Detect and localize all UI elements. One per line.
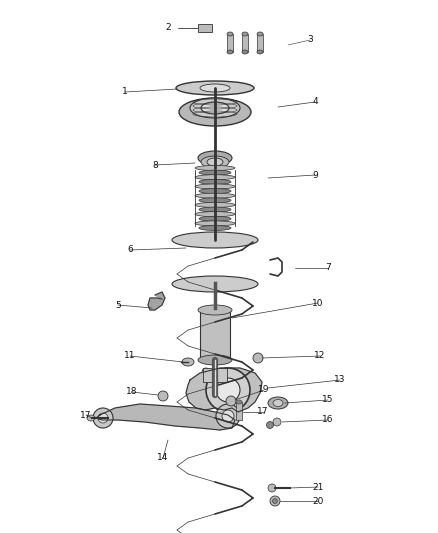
Bar (242, 34, 248, 52)
Circle shape (266, 422, 273, 429)
Ellipse shape (207, 158, 223, 166)
Bar (203, 368, 227, 382)
Text: 7: 7 (325, 263, 331, 272)
Ellipse shape (195, 203, 235, 207)
Ellipse shape (227, 32, 233, 36)
Ellipse shape (257, 32, 263, 36)
Text: 6: 6 (127, 246, 133, 254)
Text: 16: 16 (322, 416, 334, 424)
Ellipse shape (236, 400, 242, 404)
Circle shape (273, 418, 281, 426)
Ellipse shape (199, 216, 231, 221)
Circle shape (93, 408, 113, 428)
Circle shape (226, 396, 236, 406)
Ellipse shape (199, 225, 231, 230)
Text: 12: 12 (314, 351, 326, 360)
Bar (257, 34, 263, 52)
Text: 8: 8 (152, 160, 158, 169)
Circle shape (216, 378, 240, 402)
Text: 21: 21 (312, 482, 324, 491)
Ellipse shape (195, 184, 235, 189)
Ellipse shape (198, 305, 232, 315)
Text: 4: 4 (312, 98, 318, 107)
Circle shape (158, 391, 168, 401)
Text: 17: 17 (80, 410, 92, 419)
Ellipse shape (198, 151, 232, 165)
Ellipse shape (257, 50, 263, 54)
Ellipse shape (182, 358, 194, 366)
Circle shape (272, 498, 278, 504)
Bar (198, 24, 212, 32)
Text: 15: 15 (322, 395, 334, 405)
Circle shape (270, 496, 280, 506)
Circle shape (222, 410, 234, 422)
Circle shape (253, 353, 263, 363)
Bar (200, 310, 230, 360)
Text: 9: 9 (312, 171, 318, 180)
Ellipse shape (199, 207, 231, 212)
Text: 10: 10 (312, 298, 324, 308)
Ellipse shape (87, 415, 95, 421)
Ellipse shape (198, 355, 232, 365)
Circle shape (202, 368, 210, 376)
Ellipse shape (242, 32, 248, 36)
Bar (227, 34, 233, 52)
Circle shape (206, 368, 250, 412)
Ellipse shape (201, 156, 229, 168)
Text: 20: 20 (312, 497, 324, 505)
Text: 13: 13 (334, 376, 346, 384)
Polygon shape (96, 404, 235, 430)
Ellipse shape (172, 276, 258, 292)
Ellipse shape (199, 179, 231, 184)
Polygon shape (186, 368, 262, 412)
Text: 5: 5 (115, 301, 121, 310)
Bar (236, 402, 242, 420)
Text: 18: 18 (126, 387, 138, 397)
Circle shape (268, 484, 276, 492)
Ellipse shape (195, 166, 235, 171)
Ellipse shape (172, 232, 258, 248)
Ellipse shape (199, 170, 231, 175)
Text: 14: 14 (157, 454, 169, 463)
Text: 1: 1 (122, 87, 128, 96)
Ellipse shape (195, 193, 235, 198)
Ellipse shape (268, 397, 288, 409)
Circle shape (220, 368, 228, 376)
Ellipse shape (199, 198, 231, 203)
Ellipse shape (195, 212, 235, 216)
Text: 17: 17 (257, 408, 269, 416)
Ellipse shape (201, 102, 229, 114)
Ellipse shape (199, 189, 231, 193)
Polygon shape (148, 292, 165, 310)
Ellipse shape (200, 84, 230, 92)
Ellipse shape (190, 98, 240, 118)
Circle shape (216, 404, 240, 428)
Ellipse shape (179, 98, 251, 126)
Text: 2: 2 (165, 23, 171, 33)
Ellipse shape (242, 50, 248, 54)
Ellipse shape (195, 175, 235, 180)
Text: 19: 19 (258, 385, 270, 394)
Ellipse shape (176, 81, 254, 95)
Text: 3: 3 (307, 36, 313, 44)
Ellipse shape (273, 400, 283, 407)
Ellipse shape (227, 50, 233, 54)
Ellipse shape (195, 221, 235, 226)
Text: 11: 11 (124, 351, 136, 360)
Circle shape (98, 413, 108, 423)
